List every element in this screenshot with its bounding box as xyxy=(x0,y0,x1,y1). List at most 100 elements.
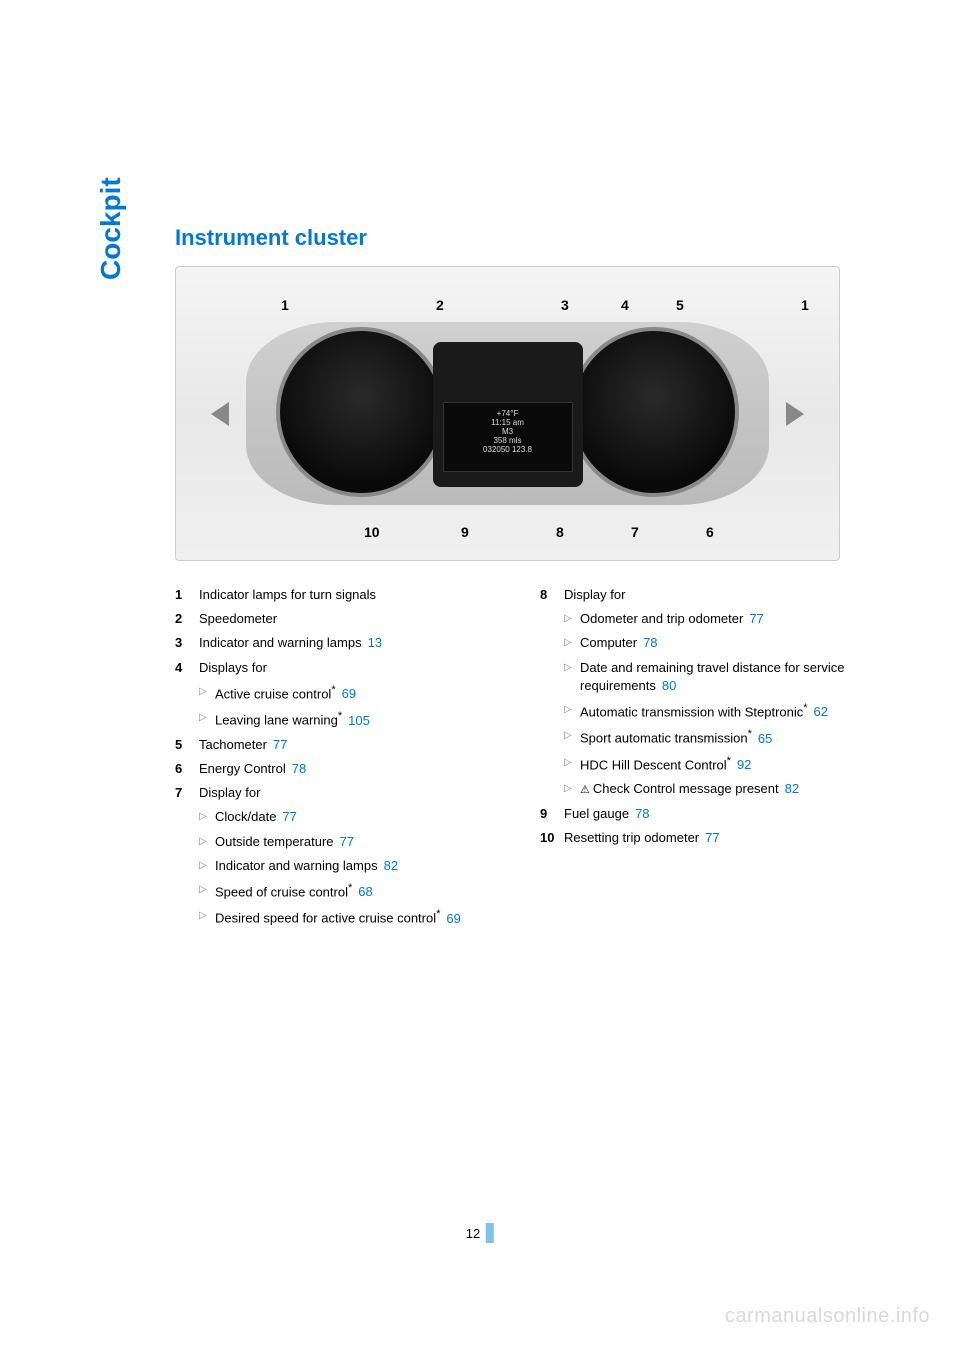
legend-text: Speed of cruise control*68 xyxy=(215,881,510,902)
legend-subitem: ▷Computer78 xyxy=(540,634,875,652)
legend-subitem: ▷Clock/date77 xyxy=(175,808,510,826)
bullet-triangle-icon: ▷ xyxy=(199,833,215,851)
legend-subitem: ▷Odometer and trip odometer77 xyxy=(540,610,875,628)
legend-text: Computer78 xyxy=(580,634,875,652)
page-reference[interactable]: 69 xyxy=(342,686,356,701)
bullet-triangle-icon: ▷ xyxy=(564,701,580,722)
watermark: carmanualsonline.info xyxy=(725,1305,930,1328)
legend-text: ⚠ Check Control message present82 xyxy=(580,780,875,798)
page-reference[interactable]: 77 xyxy=(273,737,287,752)
legend-subitem: ▷Date and remaining travel distance for … xyxy=(540,659,875,695)
figure-callout: 3 xyxy=(561,297,569,313)
legend-item: 5Tachometer77 xyxy=(175,736,510,754)
figure-callout: 8 xyxy=(556,524,564,540)
legend-number: 1 xyxy=(175,586,199,604)
legend-subitem: ▷Desired speed for active cruise control… xyxy=(175,907,510,928)
legend-text: Automatic transmission with Steptronic*6… xyxy=(580,701,875,722)
page-reference[interactable]: 77 xyxy=(705,830,719,845)
legend-number: 10 xyxy=(540,829,564,847)
bullet-triangle-icon: ▷ xyxy=(564,659,580,695)
bullet-triangle-icon: ▷ xyxy=(199,683,215,704)
legend-column-right: 8Display for ▷Odometer and trip odometer7… xyxy=(540,586,875,934)
option-star-icon: * xyxy=(803,702,807,714)
legend-item: 2Speedometer xyxy=(175,610,510,628)
cluster-body: +74°F 11:15 am M3 358 mls 032050 123.8 xyxy=(246,322,769,505)
instrument-cluster-figure: +74°F 11:15 am M3 358 mls 032050 123.8 1… xyxy=(175,266,840,561)
page-reference[interactable]: 92 xyxy=(737,757,751,772)
legend-text: Date and remaining travel distance for s… xyxy=(580,659,875,695)
legend-number: 2 xyxy=(175,610,199,628)
page-reference[interactable]: 77 xyxy=(282,809,296,824)
legend-item: 4Displays for xyxy=(175,659,510,677)
legend-number: 5 xyxy=(175,736,199,754)
legend-text: Desired speed for active cruise control*… xyxy=(215,907,510,928)
bullet-triangle-icon: ▷ xyxy=(564,727,580,748)
page-reference[interactable]: 77 xyxy=(749,611,763,626)
figure-callout: 4 xyxy=(621,297,629,313)
legend-columns: 1Indicator lamps for turn signals2Speedo… xyxy=(175,586,875,934)
page-reference[interactable]: 69 xyxy=(446,911,460,926)
legend-text: Indicator and warning lamps13 xyxy=(199,634,510,652)
option-star-icon: * xyxy=(331,684,335,696)
legend-item: 8Display for xyxy=(540,586,875,604)
legend-subitem: ▷Outside temperature77 xyxy=(175,833,510,851)
legend-subitem: ▷HDC Hill Descent Control*92 xyxy=(540,754,875,775)
legend-text: Clock/date77 xyxy=(215,808,510,826)
page-reference[interactable]: 65 xyxy=(758,731,772,746)
page-reference[interactable]: 82 xyxy=(384,858,398,873)
page-reference[interactable]: 80 xyxy=(662,678,676,693)
speedometer-dial xyxy=(276,327,446,497)
legend-text: Indicator lamps for turn signals xyxy=(199,586,510,604)
legend-item: 7Display for xyxy=(175,784,510,802)
bullet-triangle-icon: ▷ xyxy=(199,709,215,730)
legend-subitem: ▷Speed of cruise control*68 xyxy=(175,881,510,902)
display-trip: 358 mls xyxy=(444,436,572,445)
legend-item: 3Indicator and warning lamps13 xyxy=(175,634,510,652)
bullet-triangle-icon: ▷ xyxy=(564,610,580,628)
legend-item: 6Energy Control78 xyxy=(175,760,510,778)
legend-item: 9Fuel gauge78 xyxy=(540,805,875,823)
option-star-icon: * xyxy=(436,908,440,920)
option-star-icon: * xyxy=(348,882,352,894)
bullet-triangle-icon: ▷ xyxy=(564,754,580,775)
legend-item: 1Indicator lamps for turn signals xyxy=(175,586,510,604)
warning-icon: ⚠ xyxy=(580,784,593,796)
legend-text: Indicator and warning lamps82 xyxy=(215,857,510,875)
figure-callout: 1 xyxy=(801,297,809,313)
figure-callout: 6 xyxy=(706,524,714,540)
tachometer-dial xyxy=(569,327,739,497)
page-reference[interactable]: 82 xyxy=(785,781,799,796)
bullet-triangle-icon: ▷ xyxy=(199,907,215,928)
legend-number: 9 xyxy=(540,805,564,823)
page-reference[interactable]: 78 xyxy=(643,635,657,650)
figure-callout: 9 xyxy=(461,524,469,540)
figure-callout: 2 xyxy=(436,297,444,313)
page-reference[interactable]: 105 xyxy=(348,713,370,728)
figure-callout: 7 xyxy=(631,524,639,540)
legend-subitem: ▷Leaving lane warning*105 xyxy=(175,709,510,730)
legend-number: 3 xyxy=(175,634,199,652)
page-reference[interactable]: 68 xyxy=(358,884,372,899)
legend-text: Energy Control78 xyxy=(199,760,510,778)
figure-callout: 10 xyxy=(364,524,380,540)
option-star-icon: * xyxy=(727,755,731,767)
legend-column-left: 1Indicator lamps for turn signals2Speedo… xyxy=(175,586,510,934)
display-gear: M3 xyxy=(444,427,572,436)
legend-text: Fuel gauge78 xyxy=(564,805,875,823)
legend-subitem: ▷Sport automatic transmission*65 xyxy=(540,727,875,748)
legend-number: 7 xyxy=(175,784,199,802)
display-time: 11:15 am xyxy=(444,418,572,427)
page-marker-icon xyxy=(486,1223,494,1243)
legend-text: Display for xyxy=(199,784,510,802)
legend-text: Leaving lane warning*105 xyxy=(215,709,510,730)
page-reference[interactable]: 77 xyxy=(340,834,354,849)
legend-text: Speedometer xyxy=(199,610,510,628)
page-reference[interactable]: 78 xyxy=(292,761,306,776)
page-reference[interactable]: 62 xyxy=(814,704,828,719)
legend-number: 4 xyxy=(175,659,199,677)
legend-text: Resetting trip odometer77 xyxy=(564,829,875,847)
figure-callout: 5 xyxy=(676,297,684,313)
page-reference[interactable]: 13 xyxy=(368,635,382,650)
page-reference[interactable]: 78 xyxy=(635,806,649,821)
option-star-icon: * xyxy=(748,728,752,740)
